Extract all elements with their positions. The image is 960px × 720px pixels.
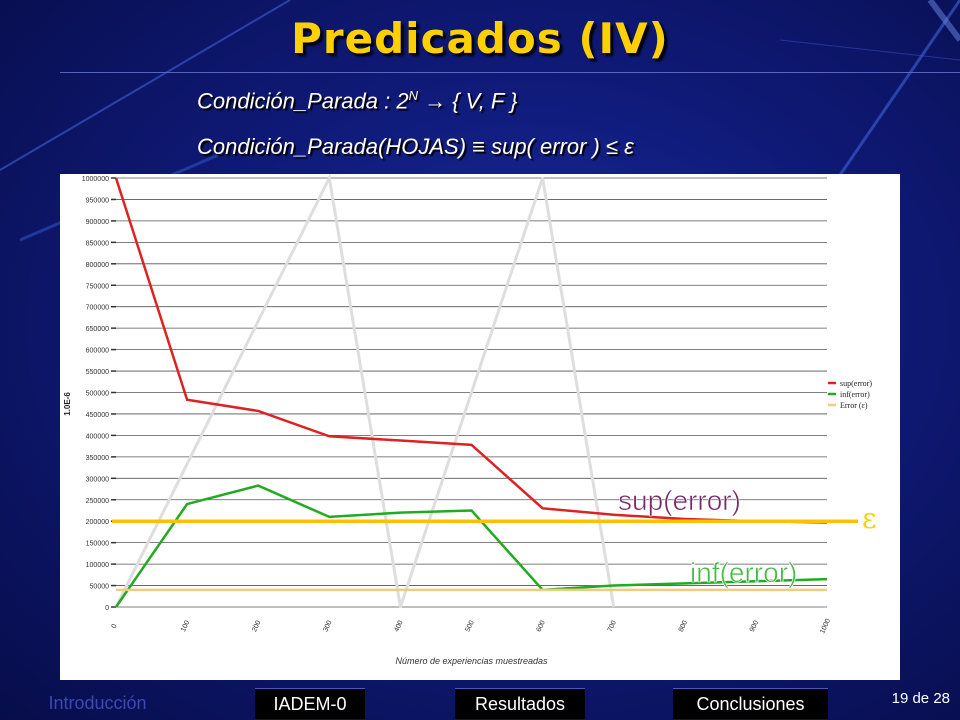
y-axis-label: 1.0E-6 <box>63 392 72 416</box>
y-tick-label: 650000 <box>86 326 109 333</box>
chart-panel: 0 50000 100000 150000 200000 250000 300000 3500… <box>60 173 900 680</box>
x-tick-label: 700 <box>607 620 618 634</box>
y-tick-label: 700000 <box>86 305 109 312</box>
background-zigzag <box>114 173 616 608</box>
x-tick-label: 600 <box>536 620 547 634</box>
y-tick-label: 50000 <box>90 584 110 591</box>
y-tick-label: 600000 <box>86 348 109 355</box>
series-line-inferror <box>114 484 828 608</box>
y-tick-label: 500000 <box>86 391 109 398</box>
x-tick-label: 800 <box>678 620 689 634</box>
x-tick-label: 500 <box>464 620 475 634</box>
y-tick-label: 900000 <box>86 219 109 226</box>
series-line-superror <box>114 177 828 524</box>
y-tick-label: 950000 <box>86 197 109 204</box>
legend-label: Error (ε) <box>840 401 868 410</box>
slide-title: Predicados (IV) <box>291 14 669 63</box>
nav-introduccion[interactable]: Introducción <box>48 693 147 713</box>
x-tick-label: 900 <box>749 620 760 634</box>
y-tick-label: 0 <box>105 605 109 612</box>
y-tick-label: 750000 <box>86 283 109 290</box>
legend-label: inf(error) <box>840 390 870 399</box>
page-number: 19 de 28 <box>891 690 950 707</box>
nav-iadem[interactable]: IADEM-0 <box>255 688 365 719</box>
y-tick-label: 300000 <box>86 476 109 483</box>
x-tick-label: 200 <box>251 620 262 634</box>
y-tick-label: 100000 <box>86 562 109 569</box>
x-tick-label: 400 <box>393 620 404 634</box>
condition-line-1: Condición_Parada : 2N → { V, F } <box>197 88 517 114</box>
y-tick-label: 200000 <box>86 519 109 526</box>
y-tick-label: 250000 <box>86 498 109 505</box>
nav-conclusiones[interactable]: Conclusiones <box>673 688 828 719</box>
y-tick-label: 550000 <box>86 369 109 376</box>
y-tick-label: 800000 <box>86 262 109 269</box>
condition-line-1-post: → { V, F } <box>417 88 518 114</box>
x-tick-label: 1000 <box>819 618 832 635</box>
error-chart: 0 50000 100000 150000 200000 250000 300000 3500… <box>63 173 872 666</box>
x-axis-label: Número de experiencias muestreadas <box>395 656 548 666</box>
x-tick-label: 0 <box>111 623 119 630</box>
x-tick-label: 100 <box>180 620 191 634</box>
y-tick-label: 350000 <box>86 455 109 462</box>
x-tick-label: 300 <box>322 620 333 634</box>
y-tick-label: 150000 <box>86 541 109 548</box>
y-tick-label: 1000000 <box>82 176 109 183</box>
y-tick-label: 850000 <box>86 240 109 247</box>
condition-line-1-pre: Condición_Parada : 2 <box>197 88 409 114</box>
condition-line-2: Condición_Parada(HOJAS) ≡ sup( error ) ≤… <box>197 134 634 159</box>
title-divider <box>60 72 960 73</box>
condition-line-1-sup: N <box>408 88 418 103</box>
legend-label: sup(error) <box>840 379 872 388</box>
y-tick-label: 450000 <box>86 412 109 419</box>
nav-resultados[interactable]: Resultados <box>455 688 585 719</box>
y-tick-label: 400000 <box>86 433 109 440</box>
